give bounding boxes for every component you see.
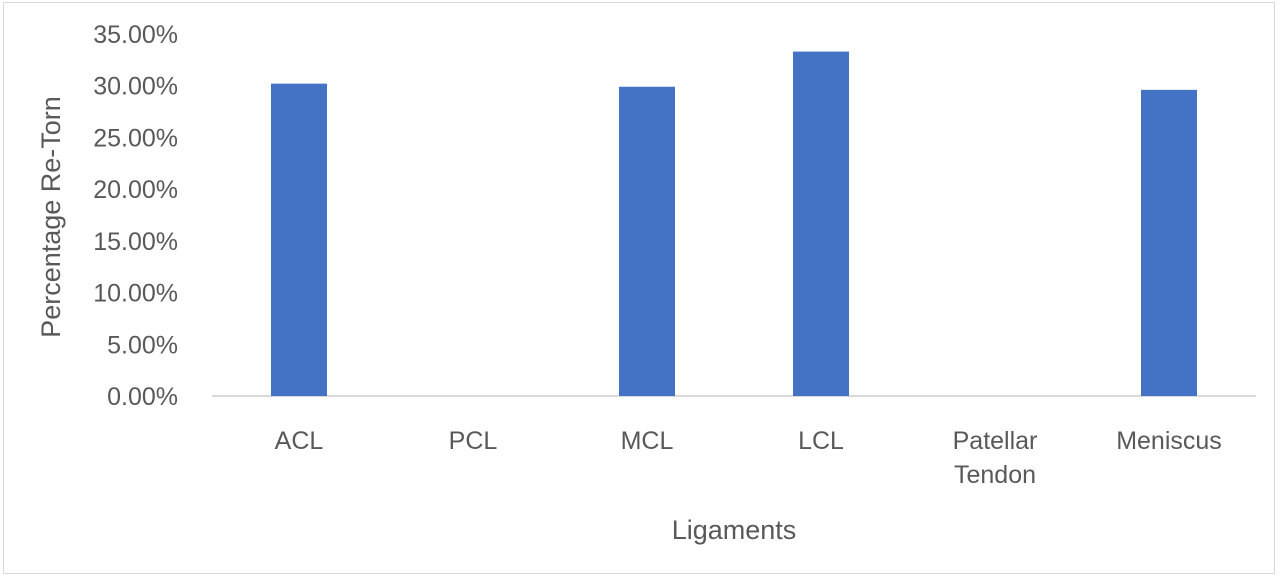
y-tick-label: 15.00% [93, 228, 178, 256]
x-category-label-line: LCL [798, 427, 844, 455]
y-tick-label: 10.00% [93, 280, 178, 308]
y-tick-label: 30.00% [93, 73, 178, 101]
x-category-label-line: Tendon [954, 461, 1036, 489]
x-category-label-line: ACL [275, 427, 324, 455]
bar-lcl [793, 51, 849, 396]
x-category-label: Meniscus [1116, 427, 1222, 455]
x-category-label: MCL [621, 427, 674, 455]
x-category-label: ACL [275, 427, 324, 455]
y-tick-label: 5.00% [107, 331, 178, 359]
x-axis-title: Ligaments [672, 515, 797, 545]
bar-meniscus [1141, 89, 1197, 396]
y-tick-label: 25.00% [93, 124, 178, 152]
x-category-label-line: Meniscus [1116, 427, 1222, 455]
x-category-label: LCL [798, 427, 844, 455]
y-tick-label: 20.00% [93, 176, 178, 204]
x-category-label-line: MCL [621, 427, 674, 455]
bar-acl [271, 83, 327, 396]
x-category-label: PCL [449, 427, 498, 455]
x-category-label-line: PCL [449, 427, 498, 455]
bar-mcl [619, 86, 675, 397]
y-tick-label: 0.00% [107, 383, 178, 411]
y-tick-label: 35.00% [93, 21, 178, 49]
x-axis-categories: ACL PCL MCL LCL Patellar Tendon Meniscus [275, 427, 1222, 489]
y-axis-title: Percentage Re-Torn [36, 96, 66, 338]
y-axis-ticks: 0.00% 5.00% 10.00% 15.00% 20.00% 25.00% 30.00%… [93, 21, 178, 411]
x-category-label-line: Patellar [953, 427, 1038, 455]
x-category-label: Patellar Tendon [953, 427, 1038, 489]
bars [271, 51, 1197, 397]
